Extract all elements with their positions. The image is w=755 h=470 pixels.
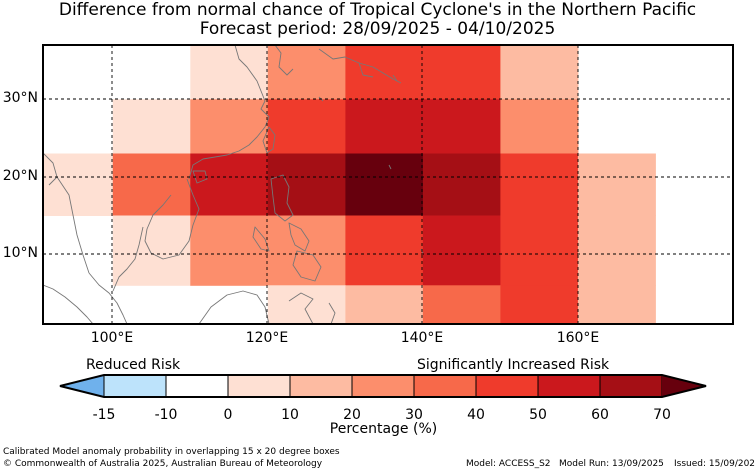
anomaly-cell (655, 45, 733, 154)
colorbar-tick: -15 (92, 407, 116, 423)
colorbar-under-arrow (60, 375, 104, 397)
anomaly-cell (422, 215, 501, 286)
palawan-coastline (252, 226, 270, 252)
anomaly-cell (577, 215, 656, 286)
anomaly-cell (267, 45, 346, 100)
anomaly-cells (43, 45, 733, 324)
colorbar-tick: 0 (223, 407, 233, 423)
myanmar-coastline (43, 152, 90, 274)
anomaly-cell (500, 99, 579, 155)
footer-model: Model: ACCESS_S2 (466, 459, 551, 469)
longitude-label-160e: 160°E (556, 330, 600, 346)
colorbar-segment (351, 374, 415, 398)
anomaly-cell (43, 153, 114, 216)
colorbar-segment (475, 374, 539, 398)
footer-issued: Issued: 15/09/2025 (674, 459, 755, 469)
footer-copyright: © Commonwealth of Australia 2025, Austra… (3, 459, 323, 469)
halmahera-coastline (328, 302, 336, 324)
hainan-coastline (192, 170, 208, 184)
forecast-period: Forecast period: 28/09/2025 - 04/10/2025 (199, 19, 556, 39)
latitude-label-30n: 30°N (2, 90, 38, 106)
colorbar-over-arrow (662, 375, 706, 397)
anomaly-cell (267, 153, 346, 216)
taiwan-coastline (262, 126, 276, 154)
anomaly-cell (577, 153, 656, 216)
sumatra-coastline (43, 284, 94, 324)
colorbar-segment (289, 374, 353, 398)
colorbar-segment (599, 374, 663, 398)
gridlines (43, 45, 733, 324)
anomaly-cell (345, 285, 424, 324)
colorbar-segment (103, 374, 167, 398)
colorbar-tick: 60 (591, 407, 609, 423)
korea-coastline (274, 45, 294, 76)
colorbar-tick: 50 (529, 407, 547, 423)
china-coastline (188, 45, 270, 180)
anomaly-cell (112, 215, 191, 286)
anomaly-cell (422, 285, 501, 324)
colorbar-label: Percentage (%) (329, 421, 438, 437)
reduced-risk-caption: Reduced Risk (86, 357, 181, 373)
map-title: Difference from normal chance of Tropica… (58, 0, 697, 20)
indochina-coastline (112, 178, 200, 292)
anomaly-cell (500, 45, 579, 100)
anomaly-cell (345, 45, 501, 100)
colorbar-tick: -10 (154, 407, 178, 423)
anomaly-cell (190, 45, 269, 100)
latitude-label-20n: 20°N (2, 168, 38, 184)
borneo-coastline (198, 290, 270, 324)
colorbar-segment (537, 374, 601, 398)
colorbar-segment (227, 374, 291, 398)
sulawesi-coastline (288, 292, 314, 324)
footer-model-run: Model Run: 13/09/2025 (559, 459, 664, 469)
anomaly-cell (267, 99, 346, 155)
mindanao-coastline (292, 250, 322, 282)
malaya-coastline (88, 272, 128, 324)
anomaly-cell (112, 99, 191, 155)
colorbar-outline (59, 374, 707, 398)
map-canvas (43, 45, 733, 324)
anomaly-cell (500, 285, 579, 324)
increased-risk-caption: Significantly Increased Risk (417, 357, 610, 373)
luzon-coastline (270, 174, 294, 222)
colorbar-tick: 20 (343, 407, 361, 423)
anomaly-cell (43, 285, 114, 324)
anomaly-cell (422, 153, 501, 216)
forecast-map (43, 45, 733, 324)
anomaly-cell (345, 99, 501, 155)
anomaly-cell (112, 153, 191, 216)
japan-coastline (318, 48, 402, 84)
colorbar-segment (413, 374, 477, 398)
anomaly-cell (267, 285, 346, 324)
anomaly-cell (577, 285, 656, 324)
longitude-label-100e: 100°E (90, 330, 134, 346)
colorbar-tick: 70 (653, 407, 671, 423)
colorbar-segment (165, 374, 229, 398)
anomaly-cell (345, 215, 424, 286)
anomaly-cell (190, 99, 269, 155)
anomaly-cell (345, 153, 424, 216)
anomaly-cell (500, 215, 579, 286)
colorbar-tick: 30 (405, 407, 423, 423)
colorbar-tick: 10 (281, 407, 299, 423)
longitude-label-120e: 120°E (245, 330, 289, 346)
latitude-label-10n: 10°N (2, 245, 38, 261)
longitude-label-140e: 140°E (400, 330, 444, 346)
anomaly-cell (500, 153, 579, 216)
footer-description: Calibrated Model anomaly probability in … (3, 447, 340, 457)
colorbar-tick: 40 (467, 407, 485, 423)
visayas-coastline (288, 222, 310, 252)
anomaly-cell (190, 153, 269, 216)
